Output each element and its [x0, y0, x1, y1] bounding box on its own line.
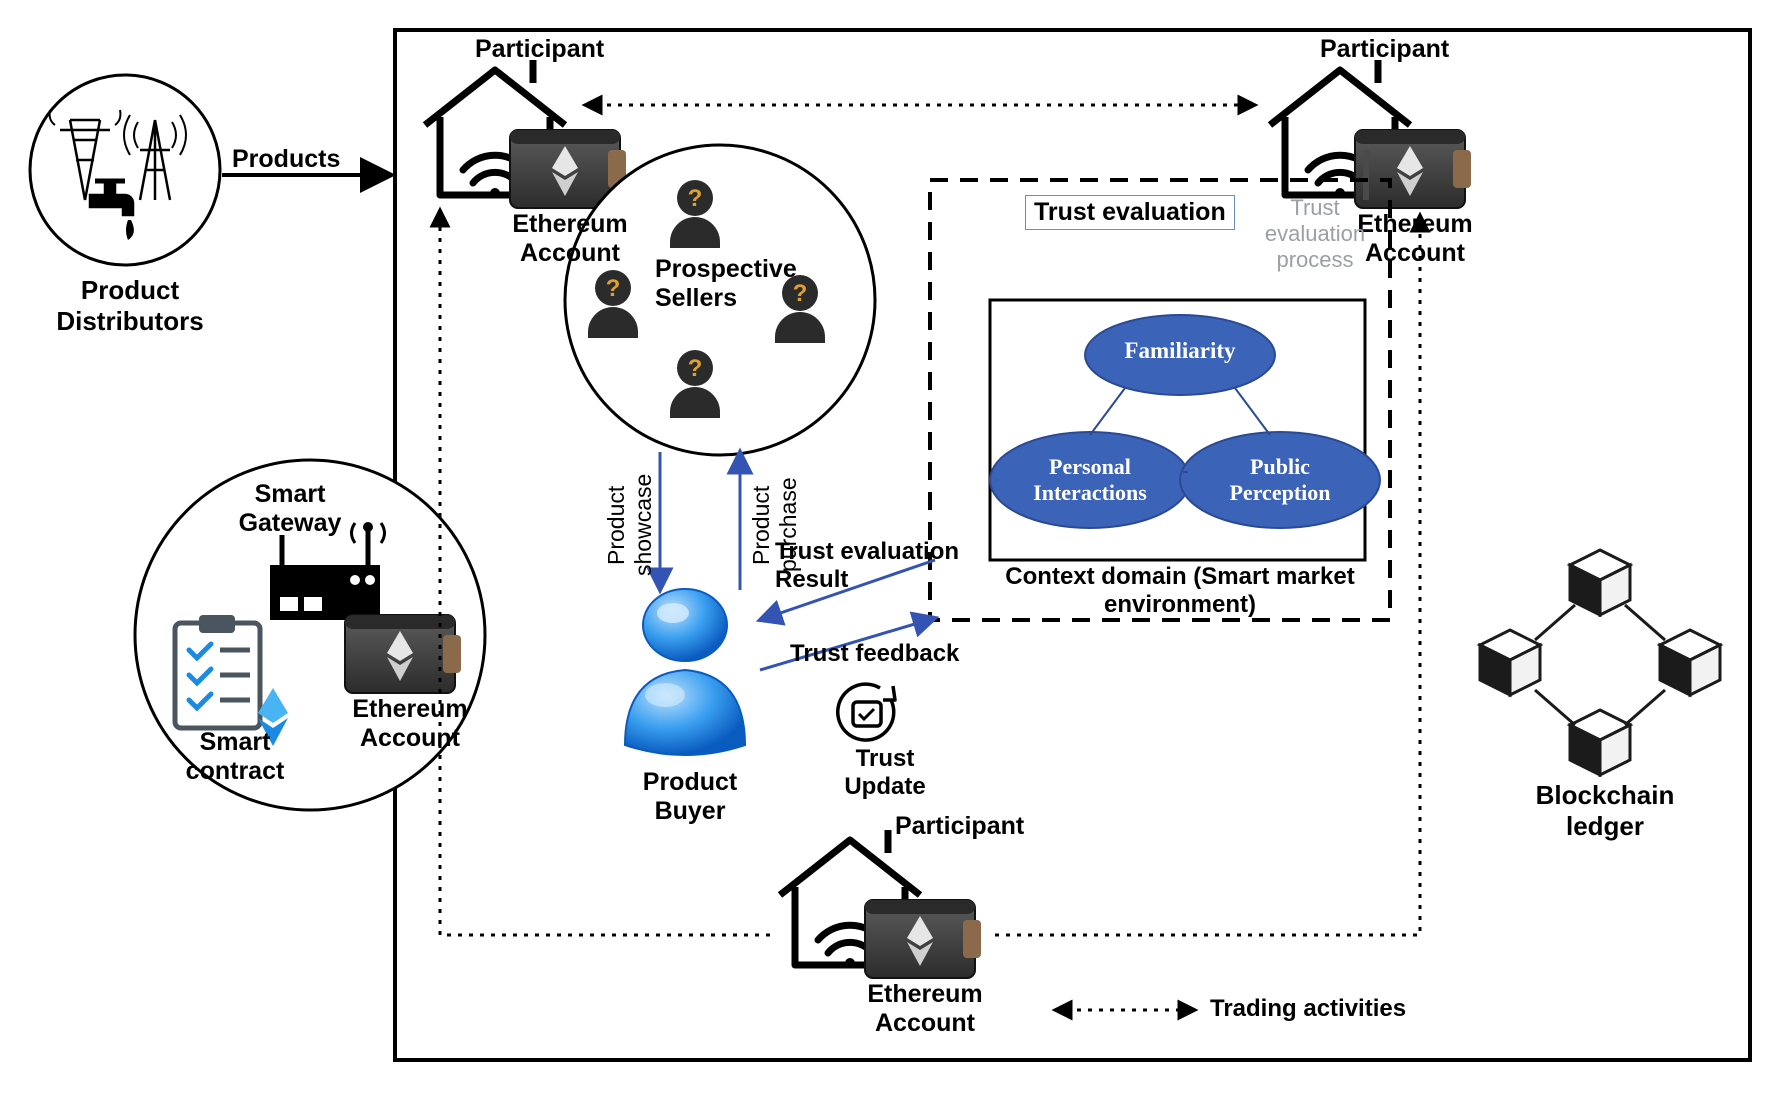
label-blockchain: Blockchain ledger — [1505, 780, 1705, 842]
checklist-icon — [175, 615, 260, 728]
label-trading-activities: Trading activities — [1210, 995, 1406, 1023]
label-prospective-sellers: Prospective Sellers — [655, 255, 797, 313]
distributors-circle — [30, 75, 220, 265]
label-product-buyer: Product Buyer — [625, 768, 755, 826]
svg-text:?: ? — [606, 275, 621, 302]
label-participant-tr: Participant — [1320, 35, 1449, 64]
label-trust-feedback: Trust feedback — [790, 640, 959, 668]
label-product-distributors: Product Distributors — [40, 275, 220, 337]
label-products: Products — [232, 145, 340, 174]
label-product-showcase: Product showcase — [603, 445, 657, 605]
label-participant-tl: Participant — [475, 35, 604, 64]
label-eth-tl: Ethereum Account — [495, 210, 645, 268]
label-smart-contract: Smart contract — [170, 728, 300, 786]
trust-update-icon — [838, 684, 895, 740]
label-trust-evaluation: Trust evaluation — [1025, 195, 1235, 230]
label-trust-eval-process: Trust evaluation process — [1250, 195, 1380, 273]
svg-text:?: ? — [688, 355, 703, 382]
wallet-b — [865, 900, 981, 978]
label-context-domain: Context domain (Smart market environment… — [990, 563, 1370, 618]
label-trust-update: Trust Update — [830, 745, 940, 801]
label-familiarity: Familiarity — [1087, 338, 1273, 364]
wallet-gateway — [345, 615, 461, 693]
label-participant-b: Participant — [895, 812, 1024, 841]
svg-text:?: ? — [688, 185, 703, 212]
label-eth-gateway: Ethereum Account — [335, 695, 485, 753]
label-public: Public Perception — [1185, 454, 1375, 506]
blockchain-icon — [1480, 550, 1720, 775]
label-eth-b: Ethereum Account — [850, 980, 1000, 1038]
label-smart-gateway: Smart Gateway — [225, 480, 355, 538]
label-personal: Personal Interactions — [995, 454, 1185, 506]
buyer-icon — [625, 589, 745, 755]
label-trust-result: Trust evaluation Result — [775, 538, 959, 594]
